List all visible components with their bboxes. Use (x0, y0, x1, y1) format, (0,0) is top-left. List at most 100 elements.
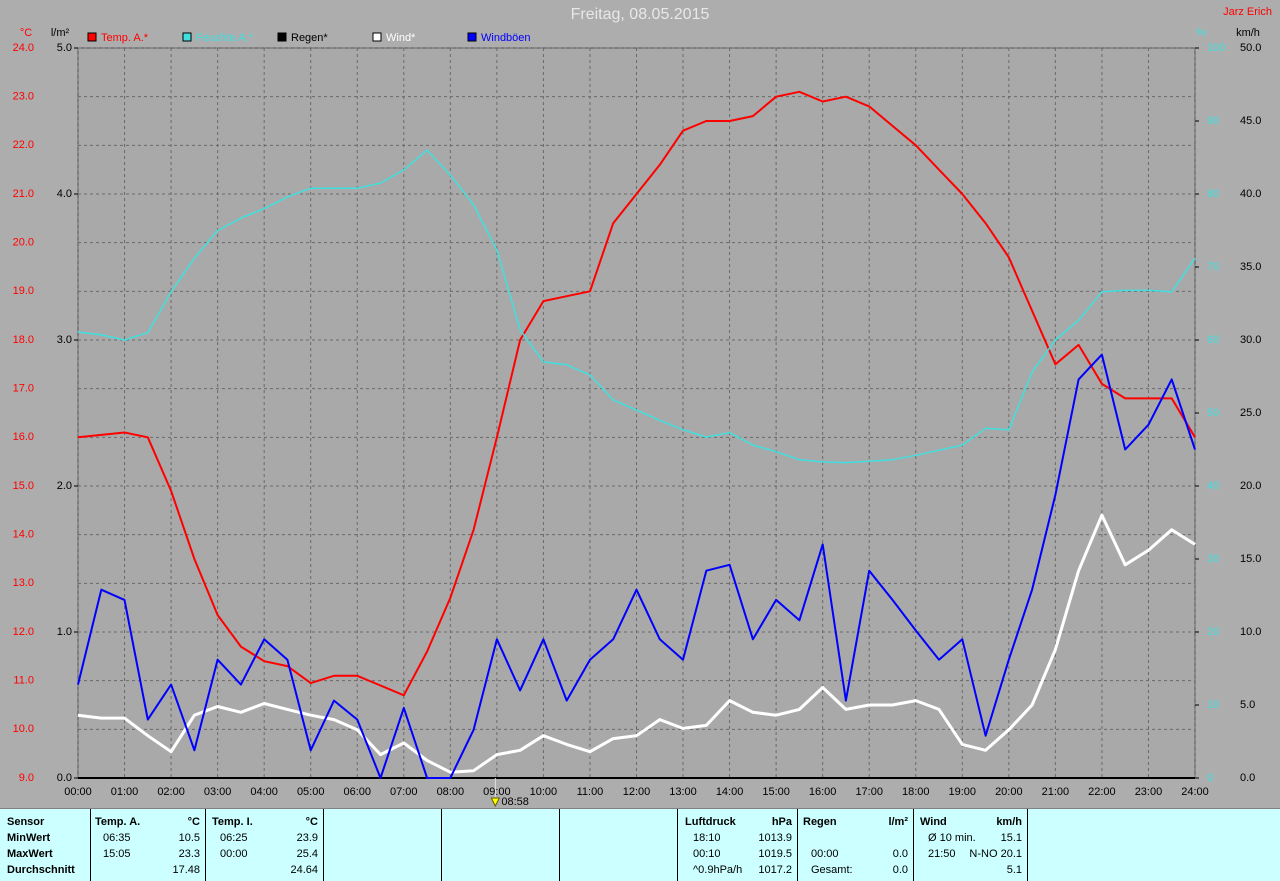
stats-row-label: MinWert (7, 832, 51, 844)
legend-label: Regen* (291, 32, 328, 44)
stats-header: Sensor (7, 816, 45, 828)
y-tick-label: 19.0 (13, 285, 34, 297)
stats-col-unit: hPa (771, 816, 792, 828)
stats-col-header: Temp. A. (95, 816, 141, 828)
stats-col-header: Luftdruck (685, 816, 736, 828)
series-line (77, 513, 1196, 774)
y-tick-label: 24.0 (13, 42, 34, 54)
stats-row-label: MaxWert (7, 848, 53, 860)
x-tick-label: 16:00 (809, 786, 837, 798)
x-tick-label: 07:00 (390, 786, 418, 798)
x-tick-label: 09:00 (483, 786, 511, 798)
x-tick-label: 14:00 (716, 786, 744, 798)
stats-value: 0.0 (892, 848, 908, 860)
legend-label: Feuchte A.* (196, 32, 254, 44)
stats-value: N-NO 20.1 (969, 848, 1022, 860)
chart: Freitag, 08.05.2015 Jarz Erich °C l/m² %… (13, 6, 1272, 808)
legend-label: Wind* (386, 32, 416, 44)
stats-time: ^0.9hPa/h (693, 864, 743, 876)
stats-time: 18:10 (693, 832, 721, 844)
stats-value: 24.64 (290, 864, 318, 876)
x-tick-label: 19:00 (949, 786, 977, 798)
y3-tick-label: 3.0 (57, 334, 72, 346)
y-tick-label: 20.0 (13, 237, 34, 249)
y2-tick-label: 70 (1207, 261, 1219, 273)
y3-unit: l/m² (51, 27, 70, 39)
y4-tick-label: 20.0 (1240, 480, 1261, 492)
x-tick-label: 22:00 (1088, 786, 1116, 798)
stats-value: 17.48 (172, 864, 200, 876)
legend-swatch (372, 32, 382, 42)
stats-time: 00:00 (811, 848, 839, 860)
x-tick-label: 06:00 (343, 786, 371, 798)
stats-col-header: Temp. I. (212, 816, 253, 828)
legend-label: Windböen (481, 32, 531, 44)
cell-border (913, 809, 914, 881)
series-line (77, 90, 1196, 697)
y3-tick-label: 5.0 (57, 42, 72, 54)
cell-border (441, 809, 442, 881)
cursor-label: 08:58 (501, 796, 529, 808)
cell-border (323, 809, 324, 881)
x-tick-label: 13:00 (669, 786, 697, 798)
x-tick-label: 02:00 (157, 786, 185, 798)
y-tick-label: 23.0 (13, 91, 34, 103)
stats-time: 15:05 (103, 848, 131, 860)
x-tick-label: 20:00 (995, 786, 1023, 798)
cell-border (205, 809, 206, 881)
x-tick-label: 05:00 (297, 786, 325, 798)
legend-swatch (467, 32, 477, 42)
legend-swatch (182, 32, 192, 42)
y4-tick-label: 50.0 (1240, 42, 1261, 54)
stats-time: 00:10 (693, 848, 721, 860)
y4-unit: km/h (1236, 27, 1260, 39)
x-tick-label: 04:00 (250, 786, 278, 798)
stats-time: 06:25 (220, 832, 248, 844)
y-tick-label: 13.0 (13, 577, 34, 589)
stats-col-unit: km/h (996, 816, 1022, 828)
y2-tick-label: 30 (1207, 553, 1219, 565)
stats-value: 1019.5 (758, 848, 792, 860)
y4-tick-label: 25.0 (1240, 407, 1261, 419)
stats-time: 06:35 (103, 832, 131, 844)
cell-border (677, 809, 678, 881)
stats-time: Ø 10 min. (928, 832, 976, 844)
y4-tick-label: 45.0 (1240, 115, 1261, 127)
x-tick-label: 24:00 (1181, 786, 1209, 798)
x-tick-label: 03:00 (204, 786, 232, 798)
y-tick-label: 11.0 (13, 675, 34, 687)
y-tick-label: 14.0 (13, 529, 34, 541)
y4-tick-label: 35.0 (1240, 261, 1261, 273)
y2-unit: % (1196, 27, 1206, 39)
stats-col-header: Regen (803, 816, 837, 828)
stats-value: 23.3 (178, 848, 200, 860)
y4-tick-label: 15.0 (1240, 553, 1261, 565)
cell-border (90, 809, 91, 881)
stats-value: 25.4 (296, 848, 318, 860)
y4-tick-label: 0.0 (1240, 772, 1255, 784)
legend-swatch (277, 32, 287, 42)
y3-tick-label: 2.0 (57, 480, 72, 492)
stats-col-unit: °C (187, 816, 200, 828)
x-tick-label: 10:00 (530, 786, 558, 798)
stats-row-label: Durchschnitt (7, 864, 75, 876)
y-tick-label: 21.0 (13, 188, 34, 200)
stats-value: 23.9 (296, 832, 318, 844)
y-tick-label: 22.0 (13, 139, 34, 151)
x-tick-label: 18:00 (902, 786, 930, 798)
cell-border (559, 809, 560, 881)
x-tick-label: 00:00 (64, 786, 92, 798)
x-tick-label: 21:00 (1042, 786, 1070, 798)
y2-tick-label: 90 (1207, 115, 1219, 127)
y-tick-label: 17.0 (13, 383, 34, 395)
stats-value: 10.5 (178, 832, 200, 844)
stats-col-unit: °C (305, 816, 318, 828)
y2-tick-label: 80 (1207, 188, 1219, 200)
x-tick-label: 17:00 (855, 786, 883, 798)
stats-time: 21:50 (928, 848, 956, 860)
stats-value: 1017.2 (758, 864, 792, 876)
chart-title: Freitag, 08.05.2015 (571, 6, 710, 23)
legend-label: Temp. A.* (101, 32, 149, 44)
x-tick-label: 23:00 (1135, 786, 1163, 798)
